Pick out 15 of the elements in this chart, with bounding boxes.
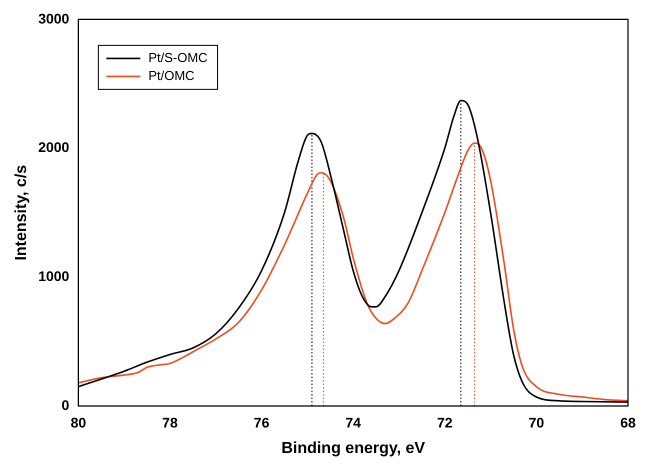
y-tick-label: 3000	[38, 10, 70, 26]
x-tick-label: 74	[345, 414, 362, 430]
y-tick-label: 0	[62, 396, 70, 413]
x-tick-label: 72	[436, 414, 453, 430]
y-tick-label: 2000	[38, 139, 70, 156]
legend-label: Pt/S-OMC	[148, 50, 208, 65]
x-tick-label: 78	[162, 414, 178, 430]
y-axis-title: Intensity, c/s	[13, 164, 30, 261]
x-tick-label: 80	[70, 414, 86, 430]
x-axis-title: Binding energy, eV	[281, 440, 426, 457]
legend-label: Pt/OMC	[148, 68, 195, 83]
x-tick-label: 76	[254, 414, 270, 430]
x-tick-label: 68	[620, 414, 636, 430]
x-tick-label: 70	[528, 414, 544, 430]
y-tick-label: 1000	[38, 268, 70, 284]
